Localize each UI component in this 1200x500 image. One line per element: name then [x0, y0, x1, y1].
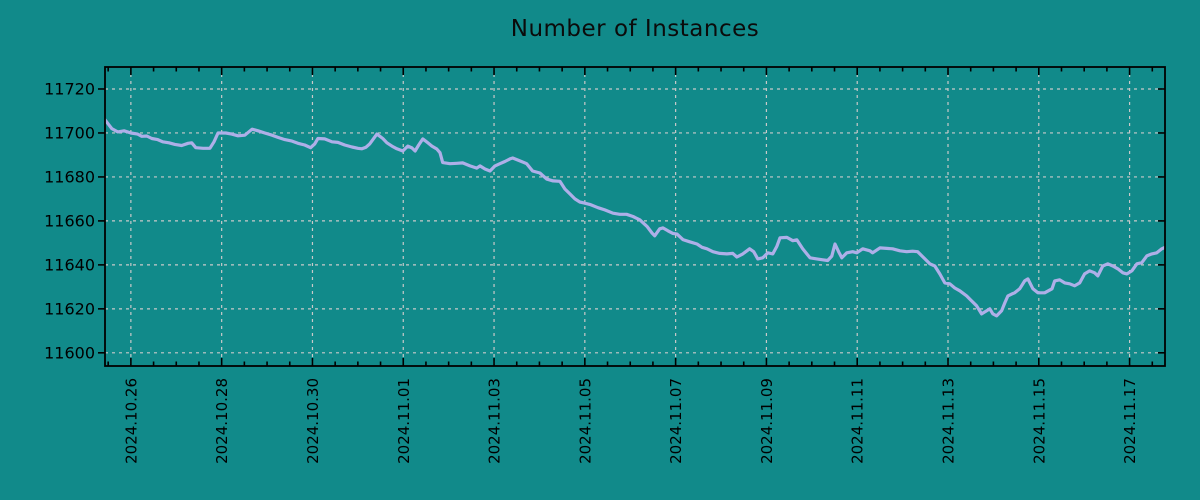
x-tick-label: 2024.11.15 — [1030, 378, 1048, 464]
y-tick-label: 11680 — [44, 167, 95, 186]
y-tick-label: 11640 — [44, 255, 95, 274]
series-line — [105, 118, 1165, 318]
x-tick-label: 2024.11.13 — [940, 378, 958, 464]
y-tick-label: 11720 — [44, 79, 95, 98]
x-tick-label: 2024.10.30 — [304, 378, 322, 464]
chart-title: Number of Instances — [510, 16, 760, 42]
x-tick-label: 2024.11.17 — [1121, 378, 1139, 464]
y-tick-label: 11700 — [44, 123, 95, 142]
axis-frame — [104, 66, 1166, 367]
x-tick-label: 2024.11.07 — [667, 378, 685, 464]
y-tick-label: 11620 — [44, 299, 95, 318]
x-tick-label: 2024.11.01 — [395, 378, 413, 464]
x-tick-label: 2024.11.11 — [849, 378, 867, 464]
y-tick-label: 11660 — [44, 211, 95, 230]
x-tick-label: 2024.11.09 — [758, 378, 776, 464]
x-tick-label: 2024.11.05 — [576, 378, 594, 464]
x-tick-label: 2024.11.03 — [486, 378, 504, 464]
x-tick-label: 2024.10.26 — [122, 378, 140, 464]
x-tick-label: 2024.10.28 — [213, 378, 231, 464]
y-tick-label: 11600 — [44, 343, 95, 362]
